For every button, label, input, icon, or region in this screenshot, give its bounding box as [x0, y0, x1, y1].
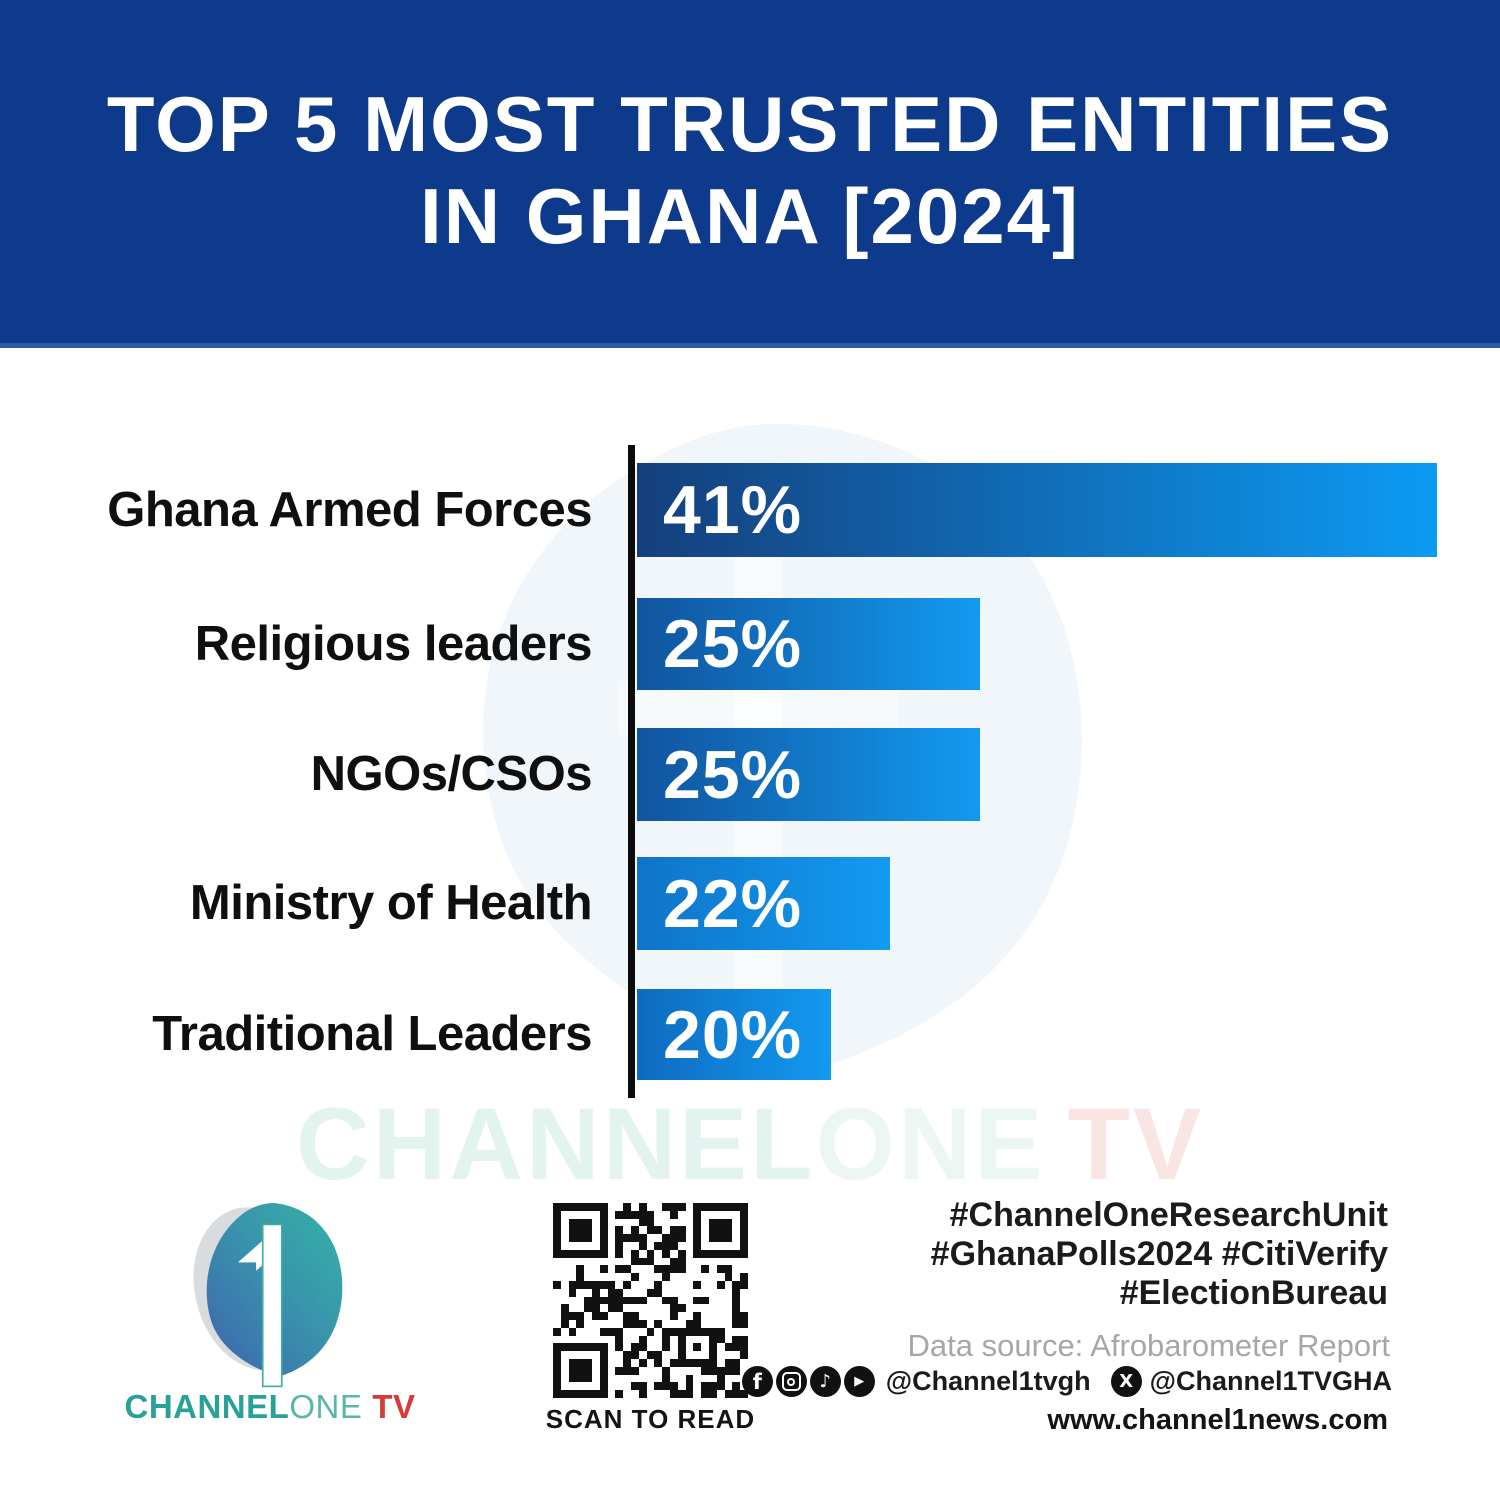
instagram-icon [775, 1366, 807, 1397]
value-label: 25% [663, 606, 803, 682]
handle-x: @Channel1TVGHA [1149, 1366, 1392, 1396]
qr-code [553, 1203, 748, 1398]
wordmark-one: ONE [289, 1388, 363, 1425]
chart-axis [628, 445, 635, 1098]
hashtag-line: #ElectionBureau [1119, 1274, 1388, 1312]
bar-2: 25% [637, 598, 980, 690]
social-row: f ♪ ▶ @Channel1tvgh X @Channel1TVGHA [741, 1366, 1392, 1397]
watermark-tv: TV [1067, 1087, 1205, 1201]
value-label: 20% [663, 996, 803, 1073]
wordmark-channel: CHANNEL [124, 1388, 290, 1425]
watermark-one: ONE [815, 1087, 1046, 1201]
category-label: Religious leaders [194, 617, 593, 671]
category-label: NGOs/CSOs [310, 747, 593, 801]
page-title: TOP 5 MOST TRUSTED ENTITIES IN GHANA [20… [0, 78, 1500, 262]
x-icon: X [1110, 1366, 1142, 1397]
value-label: 41% [663, 472, 803, 548]
header-banner: TOP 5 MOST TRUSTED ENTITIES IN GHANA [20… [0, 0, 1500, 348]
channel-one-wordmark: CHANNELONE TV [120, 1388, 420, 1426]
watermark-text: CHANNELONE TV [0, 1086, 1500, 1203]
value-label: 22% [663, 865, 803, 942]
tiktok-icon: ♪ [809, 1366, 841, 1397]
bar-4: 22% [637, 857, 890, 950]
handle-main: @Channel1tvgh [885, 1366, 1091, 1396]
hashtags: #ChannelOneResearchUnit #GhanaPolls2024 #… [931, 1196, 1388, 1313]
channel-one-logo-icon [193, 1202, 343, 1388]
hashtag-line: #GhanaPolls2024 #CitiVerify [930, 1235, 1388, 1273]
wordmark-tv: TV [372, 1388, 416, 1425]
bar-1: 41% [637, 463, 1437, 557]
facebook-icon: f [741, 1366, 773, 1397]
youtube-icon: ▶ [843, 1366, 875, 1397]
bar-5: 20% [637, 989, 831, 1080]
data-source: Data source: Afrobarometer Report [907, 1328, 1390, 1363]
category-label: Ministry of Health [189, 876, 593, 930]
category-label: Ghana Armed Forces [107, 483, 592, 537]
bar-3: 25% [637, 728, 980, 821]
value-label: 25% [663, 736, 803, 813]
qr-caption: SCAN TO READ [545, 1404, 756, 1434]
watermark-channel: CHANNEL [295, 1087, 816, 1201]
title-line-2: IN GHANA [2024] [420, 172, 1080, 260]
category-label: Traditional Leaders [152, 1007, 592, 1061]
website: www.channel1news.com [1047, 1404, 1388, 1436]
hashtag-line: #ChannelOneResearchUnit [949, 1196, 1388, 1234]
title-line-1: TOP 5 MOST TRUSTED ENTITIES [106, 80, 1394, 168]
